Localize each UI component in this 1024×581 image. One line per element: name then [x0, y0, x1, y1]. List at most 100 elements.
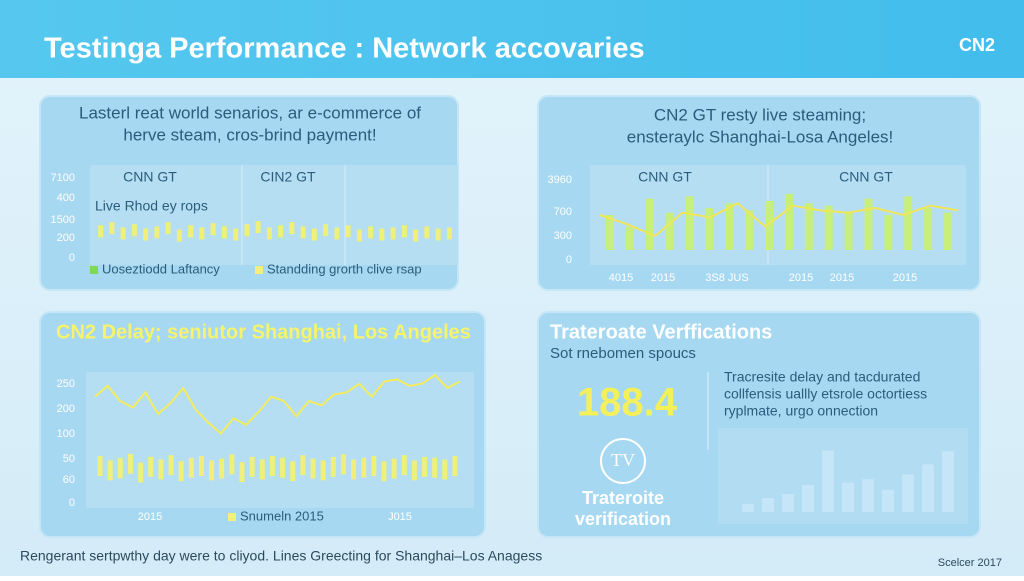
bar — [401, 225, 407, 238]
y-tick-label: 300 — [554, 230, 572, 242]
column-label: CNN GT — [839, 169, 893, 185]
header-badge: CN2 — [959, 35, 995, 55]
bar — [442, 459, 448, 480]
bar — [784, 194, 793, 250]
bar — [432, 457, 438, 478]
bar — [109, 222, 115, 235]
legend-label: Snumeln 2015 — [240, 508, 324, 523]
kpi: 188.4 — [577, 381, 678, 425]
x-tick-label: 4015 — [609, 272, 633, 284]
column-label: CNN GT — [123, 169, 177, 185]
bar — [278, 225, 284, 238]
icon-label: TV — [611, 450, 635, 470]
bar — [802, 484, 814, 512]
bar — [765, 201, 774, 250]
bar — [605, 215, 614, 250]
bar — [345, 225, 351, 238]
bar — [311, 228, 317, 241]
header-bar — [0, 0, 1024, 78]
bar — [259, 459, 265, 480]
bar — [290, 461, 296, 482]
bar — [351, 459, 357, 480]
bar — [165, 222, 171, 235]
bar — [942, 451, 954, 512]
legend-swatch — [255, 266, 263, 274]
bar — [148, 456, 154, 477]
y-tick-label: 200 — [57, 232, 75, 244]
bar — [884, 215, 893, 250]
bar — [229, 454, 235, 475]
bar — [323, 224, 329, 237]
panel-title: ensteraylc Shanghai-Losa Angeles! — [627, 127, 894, 146]
bar — [745, 210, 754, 250]
y-tick-label: 700 — [554, 206, 572, 218]
bar — [188, 225, 194, 238]
bar — [178, 461, 184, 482]
bar — [411, 460, 417, 481]
x-tick-label: 3S8 JUS — [705, 272, 748, 284]
page-title: Testinga Performance : Network accovarie… — [44, 33, 645, 65]
bar — [97, 456, 103, 476]
description: Tracresite delay and tacdurated — [724, 369, 920, 385]
bar — [198, 456, 204, 476]
bar — [168, 455, 174, 476]
bar — [371, 456, 377, 476]
panel-title: Lasterl reat world senarios, ar e-commer… — [79, 103, 421, 122]
bar — [844, 212, 853, 250]
annotation: Live Rhod ey rops — [95, 198, 208, 214]
bar — [249, 456, 255, 477]
legend-label: Standding grorth clive rsap — [267, 261, 422, 276]
bar — [320, 460, 326, 481]
bar — [782, 493, 794, 512]
bar — [842, 482, 854, 512]
bar — [158, 459, 164, 480]
x-tick-label: J015 — [388, 511, 412, 523]
y-tick-label: 1500 — [51, 214, 75, 226]
bar — [221, 226, 227, 239]
bar — [452, 456, 458, 476]
legend-swatch — [90, 266, 98, 274]
legend-swatch — [228, 513, 236, 521]
x-tick-label: 2015 — [651, 272, 675, 284]
y-tick-label: 0 — [566, 254, 572, 266]
bar — [356, 229, 362, 242]
bar — [422, 456, 428, 477]
bar — [665, 212, 674, 250]
y-tick-label: 3960 — [548, 174, 572, 186]
bar — [381, 461, 387, 482]
bar — [188, 457, 194, 478]
y-tick-label: 100 — [57, 428, 75, 440]
bar — [143, 228, 149, 241]
bar — [127, 453, 133, 474]
icon — [600, 438, 646, 484]
bar — [289, 222, 295, 235]
bar — [862, 479, 874, 512]
bar — [210, 223, 216, 236]
bar — [685, 196, 694, 250]
bar — [330, 456, 336, 477]
footer-credit: Scelcer 2017 — [938, 557, 1002, 569]
bar — [138, 462, 144, 483]
bar — [390, 227, 396, 240]
bar — [199, 227, 205, 240]
bar — [219, 458, 225, 479]
bar — [154, 226, 160, 239]
y-tick-label: 7100 — [51, 172, 75, 184]
bar — [176, 229, 182, 242]
bar — [233, 228, 239, 241]
bar — [255, 221, 261, 234]
x-tick-label: 2015 — [789, 272, 813, 284]
bar — [131, 224, 137, 237]
line — [94, 373, 461, 435]
bar — [117, 458, 123, 479]
bar — [280, 457, 286, 478]
x-tick-label: 2015 — [893, 272, 917, 284]
bar — [424, 226, 430, 239]
bar — [310, 458, 316, 479]
bar — [762, 498, 774, 512]
bar — [98, 225, 104, 238]
bar — [239, 462, 245, 483]
y-tick-label: 250 — [57, 378, 75, 390]
bar — [361, 457, 367, 478]
bar — [269, 456, 275, 476]
